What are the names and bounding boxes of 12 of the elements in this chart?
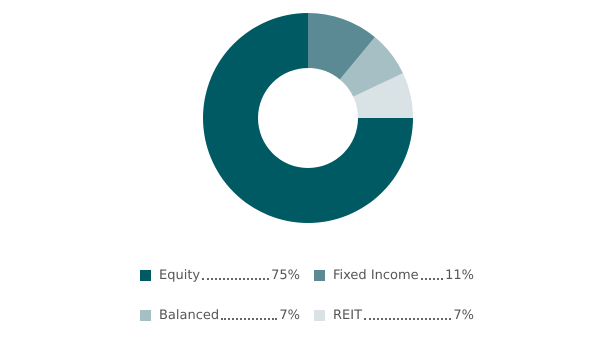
data-label: 75% bbox=[271, 268, 300, 282]
legend-label: Fixed Income bbox=[333, 268, 419, 282]
donut-slice bbox=[203, 13, 413, 223]
donut-slice bbox=[340, 37, 404, 97]
donut-slice bbox=[353, 73, 413, 118]
legend-label: REIT bbox=[333, 308, 362, 322]
data-label: 7% bbox=[279, 308, 300, 322]
legend-label: Equity bbox=[159, 268, 200, 282]
data-label: 11% bbox=[445, 268, 474, 282]
data-label: 7% bbox=[453, 308, 474, 322]
legend-label: Balanced bbox=[159, 308, 220, 322]
donut-slice bbox=[308, 13, 375, 80]
